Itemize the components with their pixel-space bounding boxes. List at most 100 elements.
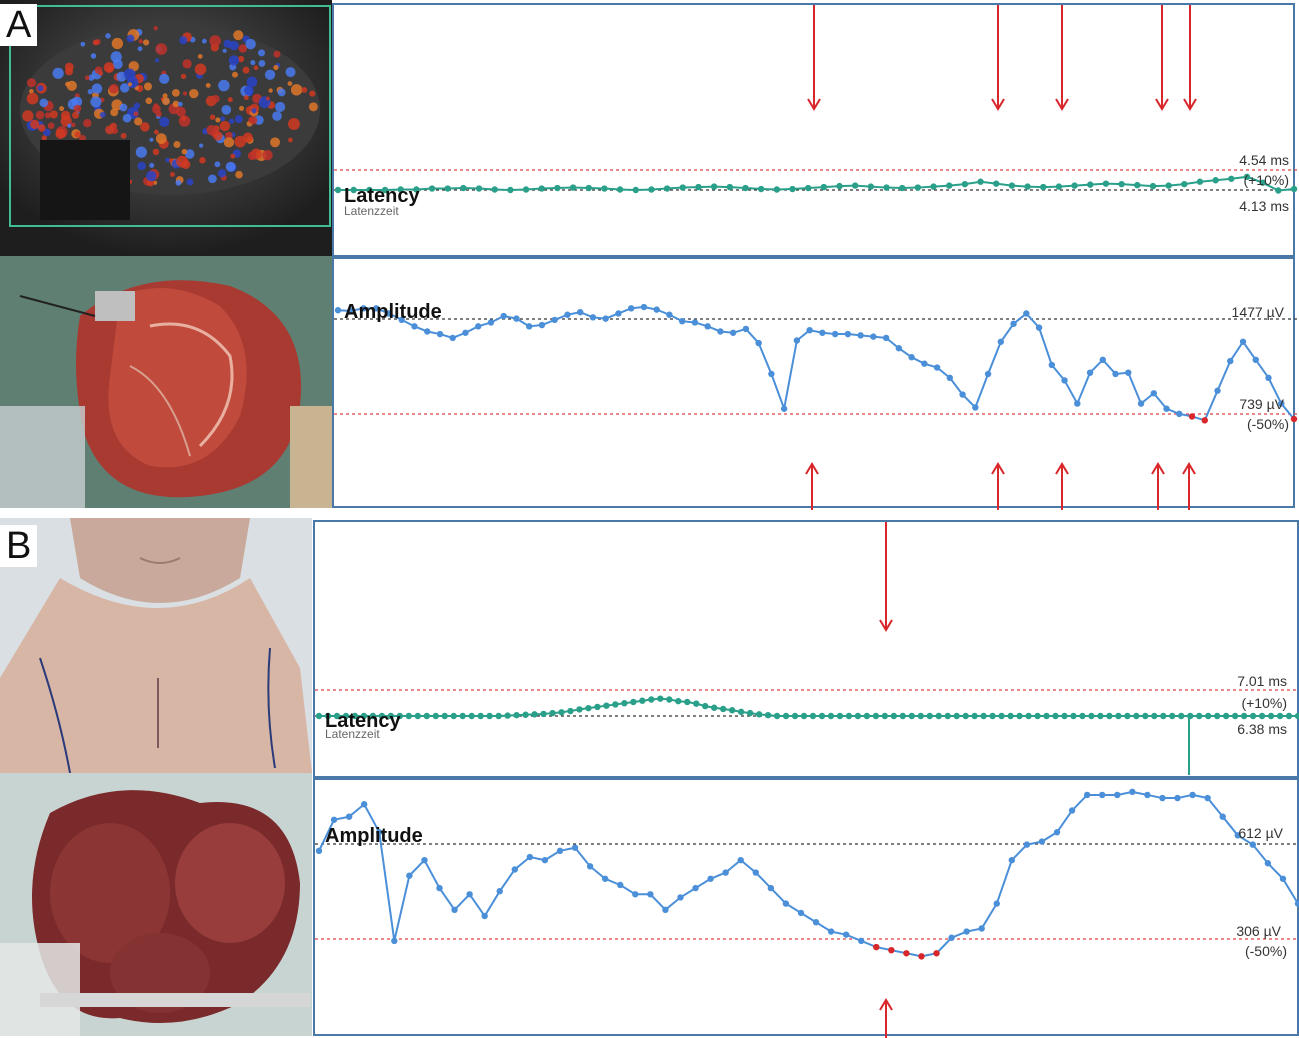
latency-b-point <box>1267 712 1275 720</box>
latency-title: Latency <box>325 710 401 732</box>
latency-a-point <box>1087 181 1094 188</box>
latency-b-point <box>612 701 619 708</box>
latency-b-point <box>1070 712 1077 720</box>
amplitude-a-point <box>1125 369 1132 376</box>
latency-b-point <box>764 711 772 719</box>
latency-b-point <box>890 712 898 720</box>
latency-b-point <box>881 712 889 720</box>
latency-b-point <box>1169 712 1176 720</box>
amplitude-b-point <box>330 816 338 823</box>
latency-b-point <box>944 712 951 720</box>
amplitude-a-point <box>972 404 979 411</box>
latency-a-point <box>1040 183 1047 191</box>
event-arrow-up <box>805 462 819 510</box>
amplitude-a-point <box>449 334 456 342</box>
latency-b-point <box>486 712 493 720</box>
latency-b-point <box>1249 712 1257 720</box>
amplitude-b-point <box>1114 791 1121 799</box>
latency-subtitle: Latenzzeit <box>344 204 399 218</box>
latency-b-point <box>755 711 763 718</box>
latency-b-point <box>863 712 871 720</box>
latency-b-point <box>971 712 978 720</box>
amplitude-lower-label: 739 µV <box>1239 396 1284 412</box>
latency-a-point <box>1196 178 1204 185</box>
amplitude-a-point <box>1137 400 1145 407</box>
latency-b-point <box>432 712 439 720</box>
amplitude-a-point <box>959 391 966 398</box>
amplitude-a-point <box>742 325 750 333</box>
amplitude-a-point <box>615 310 622 317</box>
amplitude-b-point <box>692 884 699 892</box>
latency-a-point <box>601 185 608 192</box>
latency-a-point <box>632 186 639 194</box>
latency-b-point <box>872 712 880 720</box>
amplitude-a-point <box>526 323 533 330</box>
amplitude-a-point <box>831 330 839 338</box>
latency-b-point <box>531 711 538 718</box>
latency-a-point <box>1008 182 1016 189</box>
amplitude-a-point <box>385 310 393 317</box>
amplitude-b-point <box>406 872 413 879</box>
amplitude-b-point <box>1204 794 1211 802</box>
amplitude-a-point <box>1061 377 1068 384</box>
latency-b-point <box>1124 712 1131 720</box>
latency-b-point <box>728 707 736 714</box>
latency-b-point <box>854 712 862 720</box>
event-arrow-up <box>879 998 893 1038</box>
amplitude-a-point <box>424 328 431 335</box>
latency-a-point <box>789 185 796 193</box>
amplitude-b-point <box>1219 813 1226 820</box>
latency-b-point <box>477 712 484 720</box>
latency-b-point <box>1025 712 1032 720</box>
amplitude-a-point <box>462 329 469 336</box>
latency-upper-pct: (+10%) <box>1241 695 1287 711</box>
amplitude-a-point <box>921 360 928 367</box>
amplitude-b-point <box>918 953 925 960</box>
amplitude-a-point <box>1010 320 1017 327</box>
amplitude-a-point <box>602 315 609 322</box>
amplitude-b-point <box>1099 791 1106 799</box>
panel-a-latency-chart: Latency Latenzzeit 4.54 ms (+10%) 4.13 ms <box>332 3 1298 257</box>
latency-b-point <box>576 706 583 713</box>
amplitude-b-point <box>797 909 805 917</box>
latency-b-point <box>917 712 924 720</box>
latency-b-point <box>693 700 700 707</box>
amplitude-a-point <box>1099 356 1106 364</box>
latency-a-point <box>460 184 467 192</box>
latency-a-point <box>1243 173 1251 181</box>
latency-b-point <box>818 712 826 720</box>
amplitude-a-point <box>1112 370 1119 378</box>
ultrasound-doppler-graphic <box>0 0 332 256</box>
latency-b-point <box>522 711 529 718</box>
amplitude-baseline-label: 612 µV <box>1238 825 1283 841</box>
latency-a-point <box>334 186 342 194</box>
latency-b-point <box>504 712 511 719</box>
amplitude-a-point <box>895 345 903 352</box>
panel-a-label: A <box>0 4 38 46</box>
latency-a-point <box>773 186 781 193</box>
latency-b-point <box>1213 712 1221 720</box>
amplitude-b-point <box>601 875 609 882</box>
latency-b-point <box>1115 712 1122 720</box>
latency-b-point <box>657 695 664 702</box>
event-arrow-up <box>991 462 1005 510</box>
amplitude-b-point <box>873 943 880 951</box>
latency-b-point <box>675 697 682 705</box>
latency-a-point <box>1118 180 1125 188</box>
amplitude-a-point <box>678 317 686 325</box>
latency-a-point <box>898 184 906 192</box>
amplitude-b-point <box>1189 791 1196 799</box>
amplitude-b-point <box>1144 791 1151 799</box>
latency-b-point <box>342 712 350 720</box>
latency-baseline-label: 4.13 ms <box>1239 198 1289 214</box>
amplitude-a-point <box>946 374 954 382</box>
amplitude-b-point <box>1159 794 1166 802</box>
latency-a-point <box>366 186 373 194</box>
latency-b-point <box>558 709 565 716</box>
latency-a-point <box>1165 182 1172 189</box>
amplitude-a-point <box>564 311 571 318</box>
latency-a-point <box>867 183 875 190</box>
latency-b-point <box>324 712 332 720</box>
amplitude-b-point <box>315 847 323 855</box>
latency-b-point <box>594 703 601 711</box>
